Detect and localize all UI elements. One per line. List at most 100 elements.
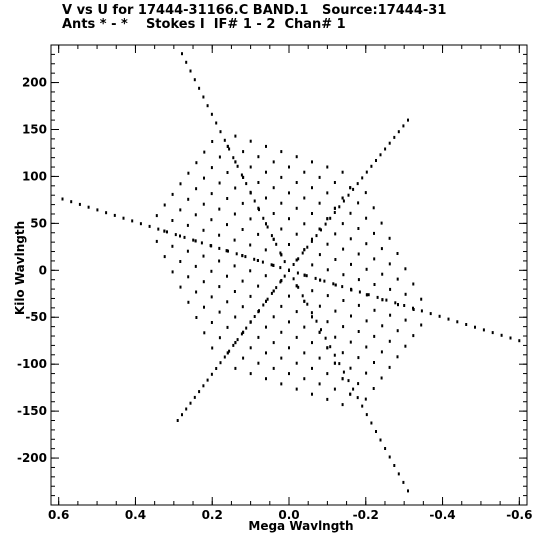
uv-point [280, 253, 283, 257]
uv-point [226, 300, 229, 304]
uv-point [311, 392, 313, 396]
uv-point [257, 155, 260, 159]
uv-point [389, 287, 392, 291]
uv-point [305, 274, 308, 278]
uv-point [262, 303, 265, 307]
uv-point [334, 335, 337, 339]
uv-point [226, 171, 229, 174]
y-tick-label: 0 [39, 263, 47, 277]
uv-point [194, 213, 197, 217]
uv-point [202, 280, 205, 284]
uv-point [292, 263, 295, 266]
uv-point [257, 181, 260, 184]
uv-point [275, 242, 278, 246]
uv-point [380, 350, 383, 354]
uv-point [194, 239, 197, 243]
uv-point [215, 367, 218, 370]
uv-point [447, 317, 450, 321]
uv-point [163, 203, 166, 207]
uv-point [203, 176, 205, 180]
uv-point [270, 234, 273, 238]
uv-point [265, 377, 267, 381]
uv-point [341, 403, 344, 407]
uv-point [365, 413, 368, 417]
uv-point [70, 200, 73, 204]
uv-point [314, 276, 317, 280]
uv-point [174, 233, 177, 237]
uv-point [203, 150, 206, 154]
uv-point [295, 155, 298, 159]
uv-point [324, 336, 327, 340]
uv-point [393, 464, 396, 467]
uv-point [218, 233, 221, 237]
uv-point [253, 199, 256, 203]
uv-point [297, 257, 300, 261]
uv-point [349, 366, 352, 370]
uv-point [420, 297, 423, 301]
uv-point [295, 206, 298, 210]
uv-point [210, 269, 213, 273]
uv-point [249, 139, 252, 143]
uv-point [272, 160, 275, 164]
uv-point [171, 219, 174, 222]
uv-point [303, 170, 306, 174]
x-tick-label: 0.2 [202, 508, 223, 522]
uv-point [257, 335, 260, 339]
uv-point [272, 212, 275, 215]
uv-point [270, 291, 273, 295]
uv-point [219, 361, 222, 365]
uv-point [509, 336, 512, 340]
uv-point [404, 292, 407, 296]
uv-point [198, 390, 201, 394]
uv-point [364, 397, 367, 401]
uv-point [265, 144, 267, 148]
uv-point [352, 387, 355, 391]
y-tick-label: -50 [25, 310, 47, 324]
uv-point [323, 279, 326, 283]
uv-point [227, 249, 229, 253]
uv-point [200, 241, 203, 245]
uv-point [198, 86, 201, 90]
uv-point [394, 301, 397, 305]
uv-point [349, 237, 352, 241]
uv-point [244, 255, 247, 259]
uv-point [397, 130, 400, 134]
uv-point [240, 332, 243, 336]
x-tick-label: 0.6 [48, 508, 69, 522]
uv-point [187, 300, 190, 304]
uv-point [258, 208, 260, 212]
chart-title: V vs U for 17444-31166.C BAND.1 Source:1… [62, 3, 447, 18]
uv-point [326, 320, 329, 324]
chart-subtitle: Ants * - * Stokes I IF# 1 - 2 Chan# 1 [62, 17, 346, 32]
uv-point [385, 298, 388, 302]
uv-point [306, 302, 309, 306]
uv-point [148, 224, 151, 228]
uv-point [203, 305, 205, 309]
uv-point [226, 351, 229, 355]
uv-point [272, 237, 275, 241]
uv-point [265, 222, 267, 226]
uv-point [234, 134, 237, 138]
y-tick-label: -200 [17, 451, 47, 465]
uv-point [189, 401, 192, 405]
uv-point [242, 356, 245, 360]
uv-point [218, 181, 221, 185]
uv-point [279, 280, 282, 284]
uv-point [342, 325, 345, 329]
uv-point [253, 315, 256, 318]
x-axis-label: Mega Wavlngth [248, 519, 353, 533]
uv-point [403, 304, 406, 307]
uv-point [373, 231, 375, 235]
uv-point [332, 282, 335, 286]
uv-point [295, 361, 298, 365]
uv-point [376, 295, 379, 299]
uv-point [203, 331, 206, 335]
uv-point [338, 362, 341, 366]
uv-point [240, 173, 243, 177]
uv-point [365, 345, 368, 349]
uv-point [357, 356, 360, 360]
uv-point [179, 285, 182, 289]
uv-point [295, 284, 298, 288]
uv-point [341, 196, 344, 200]
uv-point [223, 355, 226, 359]
